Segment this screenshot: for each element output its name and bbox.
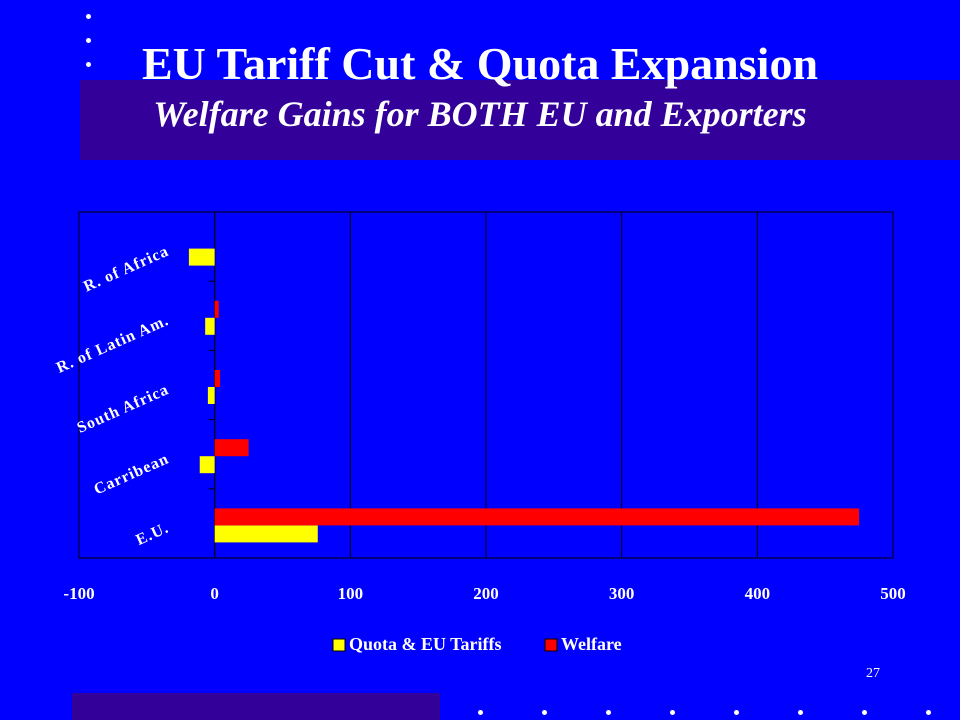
decor-dot — [86, 38, 91, 43]
x-tick-label: -100 — [63, 584, 94, 603]
x-tick-label: 0 — [210, 584, 219, 603]
y-category-label: R. of Latin Am. — [54, 312, 172, 377]
x-tick-label: 100 — [338, 584, 364, 603]
footer-band — [72, 693, 440, 720]
legend-label: Welfare — [561, 634, 622, 654]
decor-dot — [478, 710, 483, 715]
x-tick-label: 300 — [609, 584, 635, 603]
bar-quota-eu-tariffs — [207, 387, 215, 404]
x-tick-label: 400 — [745, 584, 771, 603]
slide-title: EU Tariff Cut & Quota Expansion — [141, 38, 819, 89]
decor-dot — [926, 710, 931, 715]
bar-welfare — [214, 508, 860, 526]
bar-welfare — [214, 300, 219, 318]
bar-quota-eu-tariffs — [205, 317, 215, 335]
legend-swatch — [544, 638, 558, 652]
legend-label: Quota & EU Tariffs — [349, 634, 502, 654]
y-category-label: E.U. — [133, 520, 171, 549]
y-category-label: R. of Africa — [81, 243, 172, 296]
decor-dot — [542, 710, 547, 715]
title-band — [80, 80, 960, 160]
decor-dot — [86, 62, 91, 67]
slide-subtitle: Welfare Gains for BOTH EU and Exporters — [153, 94, 807, 134]
decor-dot — [862, 710, 867, 715]
decor-dot — [734, 710, 739, 715]
bar-quota-eu-tariffs — [199, 456, 215, 474]
slide-number: 27 — [866, 666, 880, 681]
y-category-label: Carribean — [92, 450, 172, 498]
decor-dot — [670, 710, 675, 715]
bar-welfare — [214, 439, 249, 457]
x-tick-label: 500 — [880, 584, 906, 603]
y-category-label: South Africa — [75, 381, 172, 437]
bar-quota-eu-tariffs — [214, 525, 318, 543]
legend-swatch — [332, 638, 346, 652]
bar-welfare — [214, 370, 221, 387]
decor-dot — [606, 710, 611, 715]
x-tick-label: 200 — [473, 584, 499, 603]
bar-quota-eu-tariffs — [188, 248, 215, 266]
decor-dot — [86, 14, 91, 19]
decor-dot — [798, 710, 803, 715]
